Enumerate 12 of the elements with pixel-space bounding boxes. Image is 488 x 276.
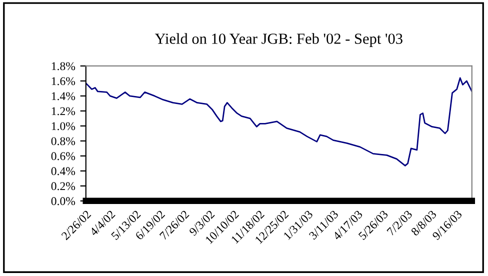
y-tick-label: 0.8% [51, 137, 76, 146]
y-tick-label: 1.0% [52, 122, 76, 130]
y-tick-label: 1.6% [52, 77, 76, 86]
y-tick-label: 1.8% [52, 62, 76, 70]
y-tick-label: 0.0% [51, 197, 76, 206]
chart-title: Yield on 10 Year JGB: Feb '02 - Sept '03 [154, 33, 402, 47]
y-tick-label: 0.4% [51, 167, 76, 176]
y-tick-label: 0.2% [51, 182, 76, 190]
y-tick-label: 1.2% [52, 107, 76, 116]
line-series [86, 77, 472, 166]
y-tick-label: 1.4% [52, 92, 76, 100]
y-tick-label: 0.6% [51, 152, 76, 160]
